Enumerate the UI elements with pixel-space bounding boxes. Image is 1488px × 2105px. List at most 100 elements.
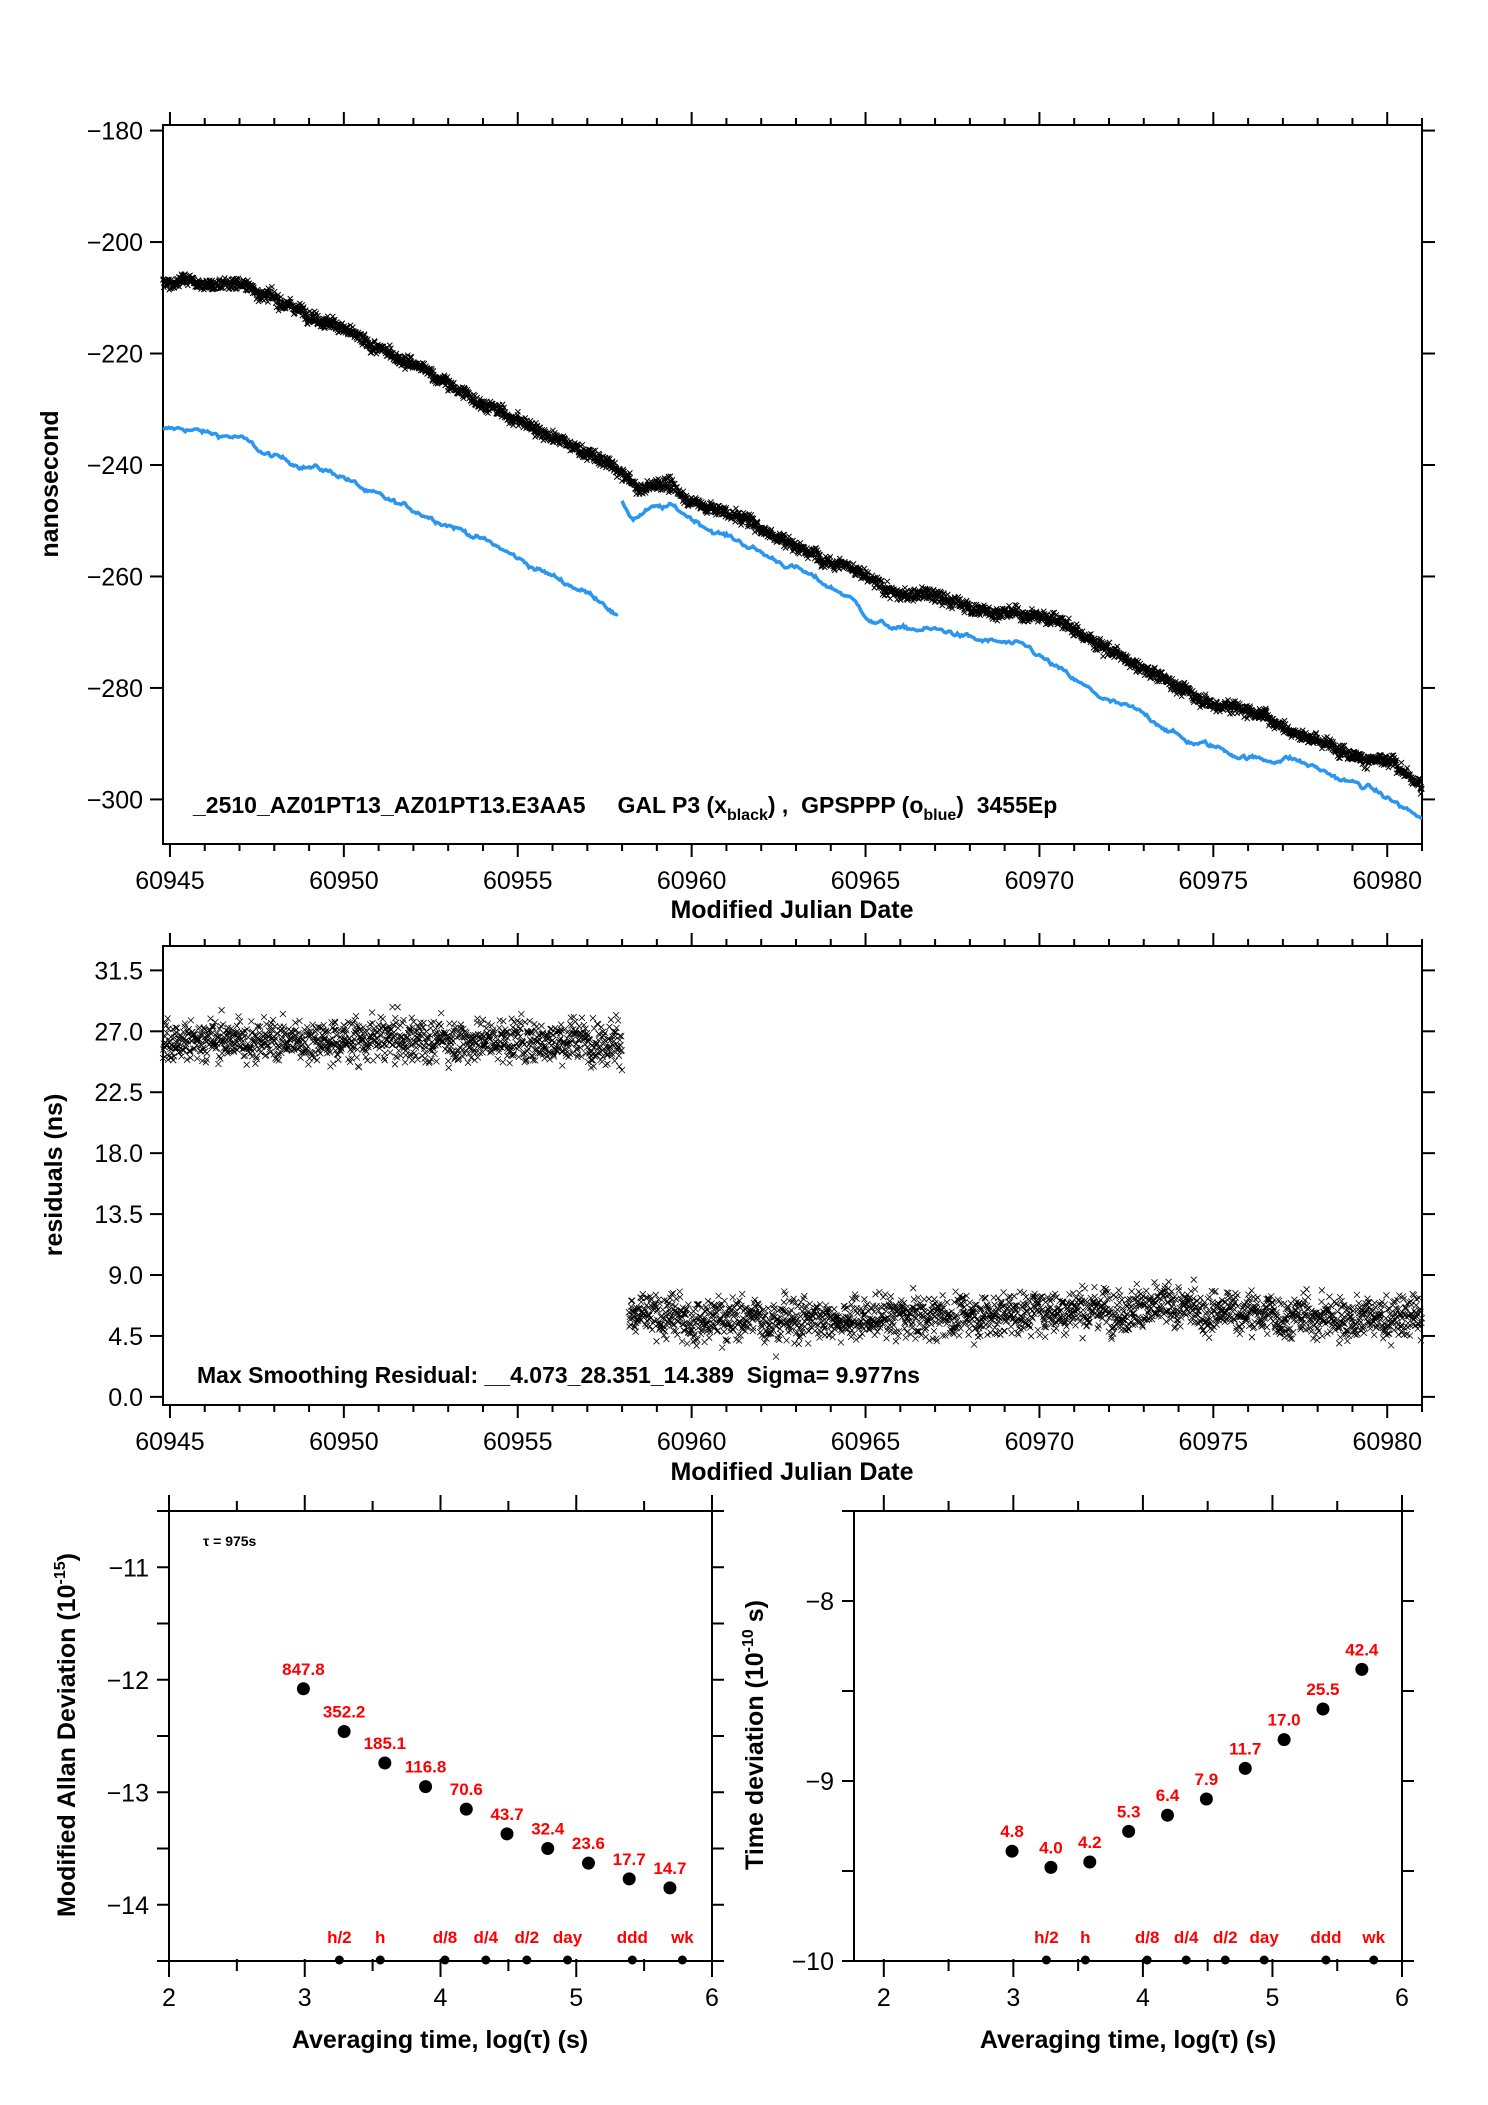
phase-ytick-label: −300 [87,786,143,814]
residuals-ytick-label: 13.5 [94,1201,143,1229]
residuals-annotation: Max Smoothing Residual: __4.073_28.351_1… [197,1362,920,1388]
tdev-time-marker [1080,1955,1090,1965]
annotation-suffix: ) 3455Ep [956,792,1057,818]
mdev-point-label: 32.4 [531,1820,565,1839]
tdev-time-marker [1369,1955,1379,1965]
tdev-ylabel: Time deviation (10-10 s) [740,1600,769,1870]
mdev-marks: 847.8 352.2 185.1 116.870.6 43.7 32.4 23.6 17.7… [282,1660,694,1965]
mdev-point [459,1802,473,1816]
mdev-ylabel-main: Modified Allan Deviation (10 [53,1585,81,1917]
residuals-ylabel: residuals (ns) [40,1094,68,1257]
mdev-xtick-label: 5 [569,1984,583,2012]
mdev-point [378,1756,392,1770]
residuals-ytick-label: 27.0 [94,1018,143,1046]
tdev-point-label: 4.0 [1039,1838,1063,1857]
residuals-xtick-label: 60955 [483,1428,553,1456]
mdev-xtick-label: 2 [162,1984,176,2012]
mdev-time-marker [563,1955,573,1965]
tdev-plot-frame [853,1510,1403,1962]
tdev-xtick-label: 5 [1265,1984,1279,2012]
phase-axes: 60945 60950 60955 60960 60965 60970 60975 60980… [87,112,1435,895]
mdev-point [581,1856,595,1870]
mdev-point [622,1872,636,1886]
tdev-ylabel-main: Time deviation (10 [741,1652,769,1870]
mdev-time-marker [375,1955,385,1965]
residuals-xlabel: Modified Julian Date [670,1458,913,1486]
mdev-point-label: 70.6 [450,1780,483,1799]
residuals-ytick-label: 0.0 [108,1384,143,1412]
mdev-ylabel-sup: -15 [52,1561,69,1584]
phase-ytick-label: −220 [87,341,143,369]
residuals-xtick-label: 60945 [135,1428,205,1456]
tdev-point-label: 42.4 [1345,1640,1379,1659]
residuals-ytick-label: 31.5 [94,957,143,985]
phase-xtick-label: 60970 [1005,867,1075,895]
tdev-axes: 2 3 4 5 6 −8 −9 −10 [792,1495,1414,2012]
tdev-point [1355,1662,1369,1676]
mdev-time-marker-label: ddd [617,1928,648,1947]
annotation-prefix: _2510_AZ01PT13_AZ01PT13.E3AA5 GAL P3 (x [192,792,727,818]
phase-ytick-label: −200 [87,229,143,257]
residuals-xtick-label: 60975 [1179,1428,1249,1456]
mdev-point [337,1725,351,1738]
mdev-time-marker [334,1955,344,1965]
phase-xtick-label: 60980 [1352,867,1422,895]
phase-xtick-label: 60975 [1179,867,1249,895]
gal-p3-series [160,271,1425,797]
residuals-ytick-label: 18.0 [94,1140,143,1168]
tdev-time-marker [1142,1955,1152,1965]
tdev-time-marker-label: ddd [1310,1928,1341,1947]
mdev-time-marker [522,1955,532,1965]
residuals-xtick-label: 60960 [657,1428,727,1456]
annotation-sub-blue: blue [923,807,956,824]
gpsppp-series-segment-1 [620,500,1422,820]
phase-xtick-label: 60965 [831,867,901,895]
residuals-plot: 60945 60950 60955 60960 60965 60970 60975 60980… [40,933,1435,1486]
mdev-point-label: 14.7 [653,1859,686,1878]
residuals-xtick-label: 60980 [1352,1428,1422,1456]
residuals-series-segment-1 [625,1276,1425,1360]
phase-xtick-label: 60945 [135,867,205,895]
tdev-time-marker-label: h [1080,1928,1090,1947]
mdev-ytick-label: −12 [107,1667,149,1695]
tdev-time-marker-label: h/2 [1034,1928,1059,1947]
tdev-xlabel: Averaging time, log(τ) (s) [980,2026,1276,2054]
mdev-point-label: 847.8 [282,1660,325,1679]
phase-ytick-label: −260 [87,563,143,591]
tdev-point-label: 25.5 [1306,1680,1339,1699]
mdev-time-marker-label: d/8 [433,1928,458,1947]
tdev-ytick-label: −8 [805,1588,834,1616]
mdev-point-label: 352.2 [323,1703,366,1722]
residuals-xtick-label: 60965 [831,1428,901,1456]
mdev-point [663,1881,677,1895]
tdev-point [1277,1733,1291,1747]
residuals-ytick-label: 9.0 [108,1262,143,1290]
tdev-time-marker [1181,1955,1191,1965]
tdev-ylabel-sup: -10 [740,1629,757,1652]
mdev-time-marker-label: h/2 [327,1928,352,1947]
tdev-point [1044,1860,1058,1874]
tdev-point-label: 4.8 [1000,1822,1024,1841]
mdev-time-marker [627,1955,637,1965]
annotation-sub-black: black [727,807,768,824]
tau-note: τ = 975s [203,1533,257,1549]
phase-xtick-label: 60950 [309,867,379,895]
mdev-point [500,1827,514,1841]
mdev-point-label: 17.7 [613,1850,646,1869]
tdev-point-label: 17.0 [1268,1711,1301,1730]
mdev-time-marker-label: d/4 [474,1928,499,1947]
tdev-xtick-label: 4 [1136,1984,1150,2012]
phase-plot: 60945 60950 60955 60960 60965 60970 60975 60980… [36,112,1435,924]
tdev-point [1083,1855,1097,1869]
tdev-time-marker-label: wk [1361,1928,1385,1947]
mdev-plot: 847.8 352.2 185.1 116.870.6 43.7 32.4 23.6 17.7… [52,1495,724,2054]
mdev-xtick-label: 4 [434,1984,448,2012]
tdev-plot: 4.8 4.0 4.2 5.3 6.4 7.9 11.7 17.0 25.5 42.4 h/2 h d/… [740,1495,1414,2054]
mdev-time-marker-label: d/2 [515,1928,540,1947]
phase-ytick-label: −240 [87,452,143,480]
mdev-xtick-label: 3 [298,1984,312,2012]
tdev-point [1161,1808,1175,1822]
residuals-ytick-label: 22.5 [94,1079,143,1107]
residuals-series-segment-0 [159,1003,626,1074]
